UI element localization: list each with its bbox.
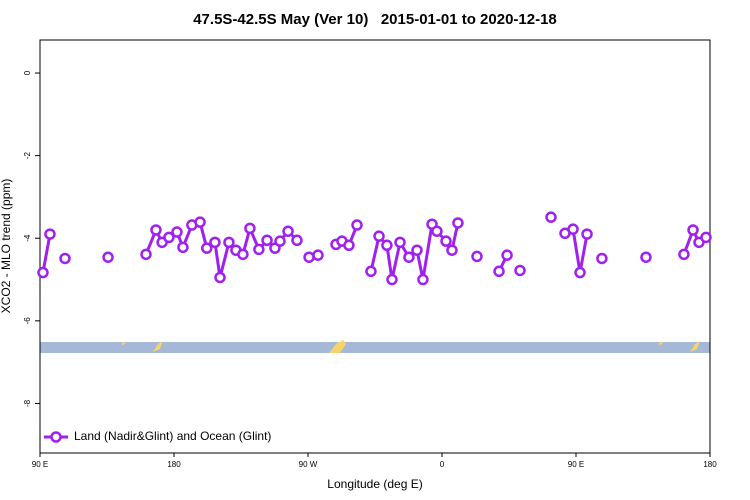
data-point bbox=[282, 225, 294, 237]
plot-frame bbox=[39, 39, 711, 454]
data-point bbox=[37, 266, 49, 279]
data-point bbox=[545, 211, 557, 223]
data-point bbox=[452, 217, 464, 229]
y-tick-label: 0 bbox=[23, 70, 32, 75]
data-point bbox=[431, 225, 443, 237]
data-point bbox=[59, 252, 71, 265]
data-point bbox=[403, 251, 415, 263]
x-tick-label: 0 bbox=[440, 460, 445, 469]
data-point bbox=[678, 248, 690, 261]
data-point bbox=[291, 234, 303, 247]
x-tick-label: 180 bbox=[167, 460, 181, 469]
data-point bbox=[687, 224, 699, 236]
data-point bbox=[351, 219, 363, 231]
y-tick-label: -6 bbox=[23, 317, 32, 325]
data-point bbox=[140, 248, 152, 261]
y-tick-label: -4 bbox=[23, 234, 32, 242]
data-point bbox=[244, 222, 256, 235]
data-point bbox=[471, 250, 483, 263]
data-point bbox=[214, 271, 226, 284]
y-axis-label: XCO2 - MLO trend (ppm) bbox=[0, 179, 13, 314]
data-point bbox=[514, 264, 526, 277]
data-point bbox=[386, 273, 398, 286]
land-ocean-strip bbox=[40, 340, 710, 353]
x-tick-label: 90 E bbox=[32, 460, 48, 469]
data-point bbox=[223, 236, 235, 249]
data-point bbox=[381, 239, 393, 252]
y-tick-label: -8 bbox=[23, 399, 32, 407]
land-patch bbox=[329, 340, 346, 353]
x-tick-label: 90 E bbox=[568, 460, 584, 469]
data-point bbox=[596, 252, 608, 265]
data-point bbox=[261, 234, 273, 247]
data-point bbox=[581, 228, 593, 240]
data-point bbox=[411, 244, 423, 256]
x-axis-label: Longitude (deg E) bbox=[327, 477, 422, 491]
data-point bbox=[373, 230, 385, 242]
land-patch bbox=[153, 341, 163, 352]
land-patch bbox=[121, 341, 126, 345]
data-point bbox=[274, 235, 286, 247]
data-point bbox=[171, 226, 183, 238]
legend-marker bbox=[50, 431, 62, 443]
y-tick-label: -2 bbox=[23, 152, 32, 160]
x-tick-label: 90 W bbox=[299, 460, 318, 469]
chart-title: 47.5S-42.5S May (Ver 10) 2015-01-01 to 2… bbox=[193, 11, 557, 28]
data-point bbox=[700, 231, 712, 244]
data-point bbox=[303, 251, 315, 263]
ocean-band bbox=[40, 342, 710, 353]
data-point bbox=[209, 236, 221, 249]
data-point bbox=[201, 242, 213, 254]
data-point bbox=[343, 239, 355, 252]
data-point bbox=[177, 241, 189, 254]
data-point bbox=[493, 265, 505, 278]
data-point bbox=[253, 243, 265, 256]
data-point bbox=[394, 236, 406, 249]
data-point bbox=[365, 265, 377, 278]
x-tick-label: 180 bbox=[703, 460, 717, 469]
data-point bbox=[163, 231, 175, 244]
data-point bbox=[102, 251, 114, 263]
data-point bbox=[150, 224, 162, 236]
legend-label: Land (Nadir&Glint) and Ocean (Glint) bbox=[74, 429, 271, 443]
data-point bbox=[44, 228, 56, 240]
data-point bbox=[440, 235, 452, 247]
data-point bbox=[501, 249, 513, 261]
land-patch bbox=[690, 341, 700, 352]
data-point bbox=[640, 251, 652, 263]
data-point bbox=[567, 223, 579, 235]
data-point bbox=[237, 248, 249, 261]
data-point bbox=[194, 216, 206, 228]
data-point bbox=[574, 266, 586, 279]
data-point bbox=[312, 249, 324, 261]
data-point bbox=[446, 244, 458, 256]
land-patch bbox=[658, 341, 663, 345]
data-point bbox=[417, 273, 429, 286]
